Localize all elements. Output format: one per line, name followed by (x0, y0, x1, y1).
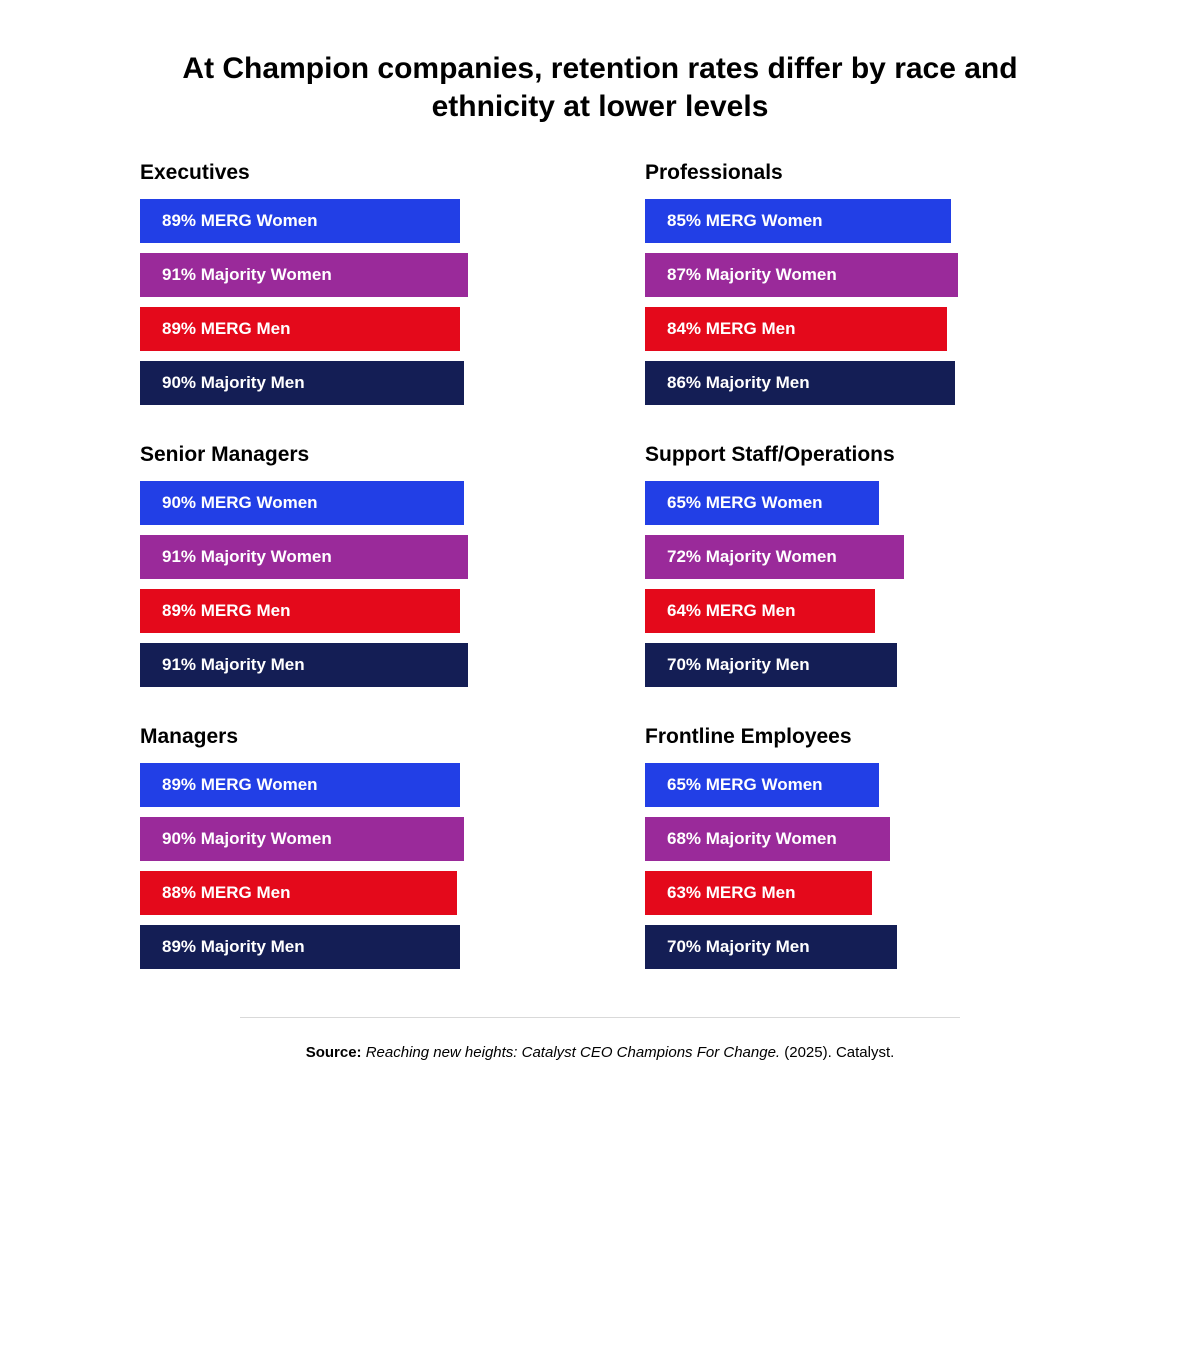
bar: 88% MERG Men (140, 871, 457, 915)
bar-label: 84% MERG Men (667, 319, 795, 339)
source-label: Source: (306, 1044, 366, 1061)
bar-label: 65% MERG Women (667, 775, 823, 795)
bar-label: 63% MERG Men (667, 883, 795, 903)
panel: Managers 89% MERG Women 90% Majority Women… (140, 725, 555, 969)
panel-title: Executives (140, 161, 555, 185)
bar: 89% Majority Men (140, 925, 460, 969)
bar: 72% Majority Women (645, 535, 904, 579)
bar-label: 72% Majority Women (667, 547, 837, 567)
panel: Executives 89% MERG Women 91% Majority Wom… (140, 161, 555, 405)
bar: 84% MERG Men (645, 307, 947, 351)
bar: 65% MERG Women (645, 763, 879, 807)
panel-title: Support Staff/Operations (645, 443, 1060, 467)
bar: 89% MERG Women (140, 199, 460, 243)
bar: 87% Majority Women (645, 253, 958, 297)
panel: Senior Managers 90% MERG Women 91% Majorit… (140, 443, 555, 687)
source-italic: Reaching new heights: Catalyst CEO Champ… (366, 1044, 780, 1061)
panel: Frontline Employees 65% MERG Women 68% Maj… (645, 725, 1060, 969)
bar: 89% MERG Men (140, 589, 460, 633)
bar-label: 70% Majority Men (667, 655, 810, 675)
bar-label: 64% MERG Men (667, 601, 795, 621)
chart-grid: Executives 89% MERG Women 91% Majority Wom… (80, 161, 1120, 969)
panel: Support Staff/Operations 65% MERG Women 72… (645, 443, 1060, 687)
bar-label: 89% Majority Men (162, 937, 305, 957)
bar-label: 89% MERG Women (162, 775, 318, 795)
bar-label: 90% Majority Men (162, 373, 305, 393)
bar-group: 89% MERG Women 90% Majority Women 88% MERG… (140, 763, 555, 969)
bar: 68% Majority Women (645, 817, 890, 861)
page: At Champion companies, retention rates d… (0, 0, 1200, 1347)
bar: 85% MERG Women (645, 199, 951, 243)
bar: 91% Majority Women (140, 253, 468, 297)
panel-title: Professionals (645, 161, 1060, 185)
footer-divider (240, 1017, 960, 1018)
bar-label: 70% Majority Men (667, 937, 810, 957)
bar-group: 89% MERG Women 91% Majority Women 89% MERG… (140, 199, 555, 405)
bar: 89% MERG Women (140, 763, 460, 807)
bar-label: 85% MERG Women (667, 211, 823, 231)
bar-label: 91% Majority Women (162, 547, 332, 567)
bar-label: 87% Majority Women (667, 265, 837, 285)
bar: 89% MERG Men (140, 307, 460, 351)
bar-label: 90% MERG Women (162, 493, 318, 513)
bar: 90% MERG Women (140, 481, 464, 525)
bar: 91% Majority Men (140, 643, 468, 687)
bar-label: 86% Majority Men (667, 373, 810, 393)
bar-group: 85% MERG Women 87% Majority Women 84% MERG… (645, 199, 1060, 405)
bar: 64% MERG Men (645, 589, 875, 633)
bar: 70% Majority Men (645, 925, 897, 969)
bar: 63% MERG Men (645, 871, 872, 915)
bar: 90% Majority Men (140, 361, 464, 405)
bar-label: 89% MERG Men (162, 601, 290, 621)
bar-label: 89% MERG Women (162, 211, 318, 231)
bar: 65% MERG Women (645, 481, 879, 525)
chart-title: At Champion companies, retention rates d… (170, 50, 1030, 125)
bar: 90% Majority Women (140, 817, 464, 861)
bar: 86% Majority Men (645, 361, 955, 405)
bar-group: 65% MERG Women 68% Majority Women 63% MERG… (645, 763, 1060, 969)
bar-label: 91% Majority Women (162, 265, 332, 285)
bar-label: 65% MERG Women (667, 493, 823, 513)
source-rest: (2025). Catalyst. (780, 1044, 894, 1061)
bar: 91% Majority Women (140, 535, 468, 579)
panel-title: Senior Managers (140, 443, 555, 467)
bar-label: 89% MERG Men (162, 319, 290, 339)
panel: Professionals 85% MERG Women 87% Majority … (645, 161, 1060, 405)
bar-label: 68% Majority Women (667, 829, 837, 849)
bar-label: 90% Majority Women (162, 829, 332, 849)
panel-title: Managers (140, 725, 555, 749)
bar-group: 90% MERG Women 91% Majority Women 89% MERG… (140, 481, 555, 687)
panel-title: Frontline Employees (645, 725, 1060, 749)
bar-label: 88% MERG Men (162, 883, 290, 903)
bar: 70% Majority Men (645, 643, 897, 687)
source-line: Source: Reaching new heights: Catalyst C… (80, 1044, 1120, 1061)
bar-group: 65% MERG Women 72% Majority Women 64% MERG… (645, 481, 1060, 687)
bar-label: 91% Majority Men (162, 655, 305, 675)
